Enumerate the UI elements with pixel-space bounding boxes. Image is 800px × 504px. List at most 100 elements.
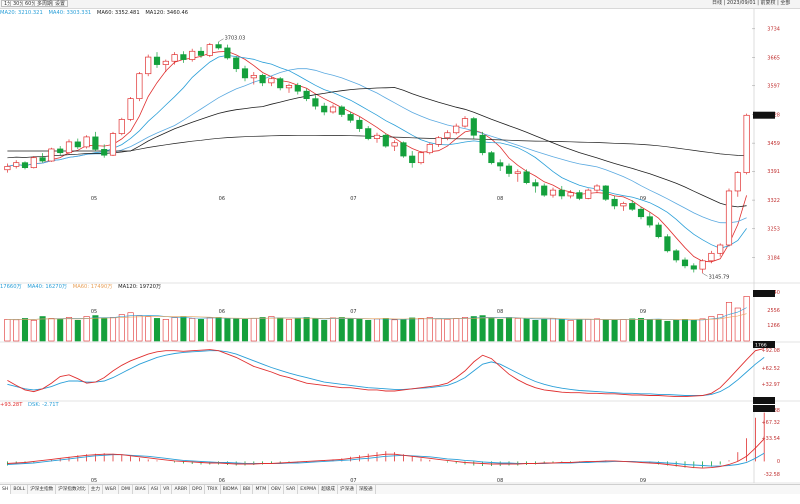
volume-bar [373, 318, 381, 342]
volume-bar [180, 316, 187, 342]
candle [461, 118, 469, 127]
ma-legend: MA20: 3210.321 MA40: 3303.331 MA60: 3352… [0, 9, 192, 17]
tab-trix[interactable]: TRIX [205, 485, 221, 494]
candle [365, 128, 372, 139]
low-price-label: 3145.79 [709, 274, 730, 280]
volume-bar [435, 318, 442, 342]
volume-bar [417, 318, 425, 342]
settings-button[interactable]: 设置 [52, 0, 69, 7]
tab-index-compare[interactable]: 沪深指数对比 [56, 485, 89, 494]
dmi-legend: +93.28T DSK: -2.71T [0, 402, 63, 409]
tab-mtm[interactable]: MTM [253, 485, 270, 494]
dea-line [7, 452, 765, 467]
tab-dpo[interactable]: DPO [190, 485, 206, 494]
volume-bar [233, 318, 240, 342]
tab-wr[interactable]: W&R [103, 485, 120, 494]
tab-boll[interactable]: BOLL [11, 485, 29, 494]
volume-bar [664, 320, 671, 342]
volume-bar [558, 319, 565, 342]
ma120-legend: MA120: 3460.46 [145, 10, 189, 16]
tab-sh-connect[interactable]: 沪深通 [338, 485, 357, 494]
tab-bidma[interactable]: BIDMA [221, 485, 241, 494]
volume-bar [593, 318, 601, 342]
tab-sh[interactable]: SH [0, 485, 12, 494]
volume-bar [532, 319, 539, 342]
volume-bar [576, 319, 583, 342]
dif-line [7, 438, 765, 469]
tab-vr[interactable]: VR [161, 485, 173, 494]
candle [127, 98, 134, 120]
candle [233, 57, 240, 70]
tab-expma[interactable]: EXPMA [298, 485, 320, 494]
candle [417, 152, 425, 164]
volume-month-label-05: 05 [91, 309, 97, 315]
candle [92, 136, 99, 150]
candle [708, 252, 715, 262]
volume-month-label-09: 09 [640, 309, 646, 315]
tab-index-main[interactable]: 沪深主指数 [28, 485, 57, 494]
tab-bias[interactable]: BIAS [133, 485, 149, 494]
dmi-tick-label-2: +33.54 [761, 436, 780, 442]
price-tick-label-6: 3322 [767, 198, 780, 204]
tab-main-force[interactable]: 主力 [89, 485, 103, 494]
candle [426, 144, 433, 154]
candle [241, 68, 249, 79]
volume-tick-label-1: 2556 [767, 308, 780, 314]
candle [65, 141, 73, 154]
tab-bbi[interactable]: BBI [241, 485, 254, 494]
tab-arbr[interactable]: ARBR [172, 485, 191, 494]
candle [725, 190, 733, 246]
candle [567, 192, 574, 197]
candle [699, 260, 706, 270]
candle [717, 244, 724, 254]
volume-bar [321, 319, 328, 342]
volume-bar [30, 319, 37, 342]
volume-value-tag-bg [753, 290, 775, 297]
candle [400, 142, 407, 157]
volume-ma-line-2 [7, 313, 747, 321]
candle [162, 60, 169, 65]
volume-bar [681, 319, 689, 342]
candle [497, 162, 504, 167]
volume-bar [602, 319, 609, 342]
tab-asi[interactable]: ASI [149, 485, 162, 494]
volume-ma120-legend: MA120: 19720万 [118, 284, 162, 290]
tab-sar[interactable]: SAR [284, 485, 299, 494]
volume-bar [400, 319, 407, 342]
tab-super[interactable]: 超级成 [319, 485, 339, 494]
dmi-month-label-05: 05 [91, 478, 97, 484]
tab-dmi[interactable]: DMI [119, 485, 134, 494]
ma5-line [7, 50, 747, 263]
price-tick-label-5: 3391 [767, 169, 780, 175]
volume-bar [215, 317, 222, 342]
candle [329, 106, 337, 113]
volume-bar [629, 318, 636, 342]
candle [585, 189, 592, 199]
candle [109, 133, 117, 156]
volume-bar [673, 319, 680, 342]
oscillator-tick-label-2: +32.97 [761, 382, 780, 388]
candle [743, 114, 750, 174]
volume-bar [708, 316, 715, 342]
price-tick-label-7: 3253 [767, 227, 780, 233]
volume-bar [567, 319, 574, 342]
ma60-legend: MA60: 3352.481 [96, 10, 140, 16]
volume-bar [743, 296, 750, 342]
volume-bar [391, 319, 398, 342]
volume-bar [461, 317, 469, 342]
tab-obv[interactable]: OBV [269, 485, 284, 494]
candle [681, 259, 689, 267]
candle [620, 203, 627, 207]
candle [602, 185, 609, 200]
candle [30, 157, 37, 169]
volume-bar [347, 318, 354, 342]
ma60-line [7, 87, 747, 208]
candle [101, 149, 108, 156]
ma20-legend: MA20: 3210.321 [0, 10, 43, 16]
tab-sz-connect[interactable]: 深股通 [357, 485, 376, 494]
candle [593, 185, 601, 191]
candle [523, 171, 530, 183]
candle [285, 85, 293, 89]
price-tick-label-8: 3184 [767, 255, 780, 261]
